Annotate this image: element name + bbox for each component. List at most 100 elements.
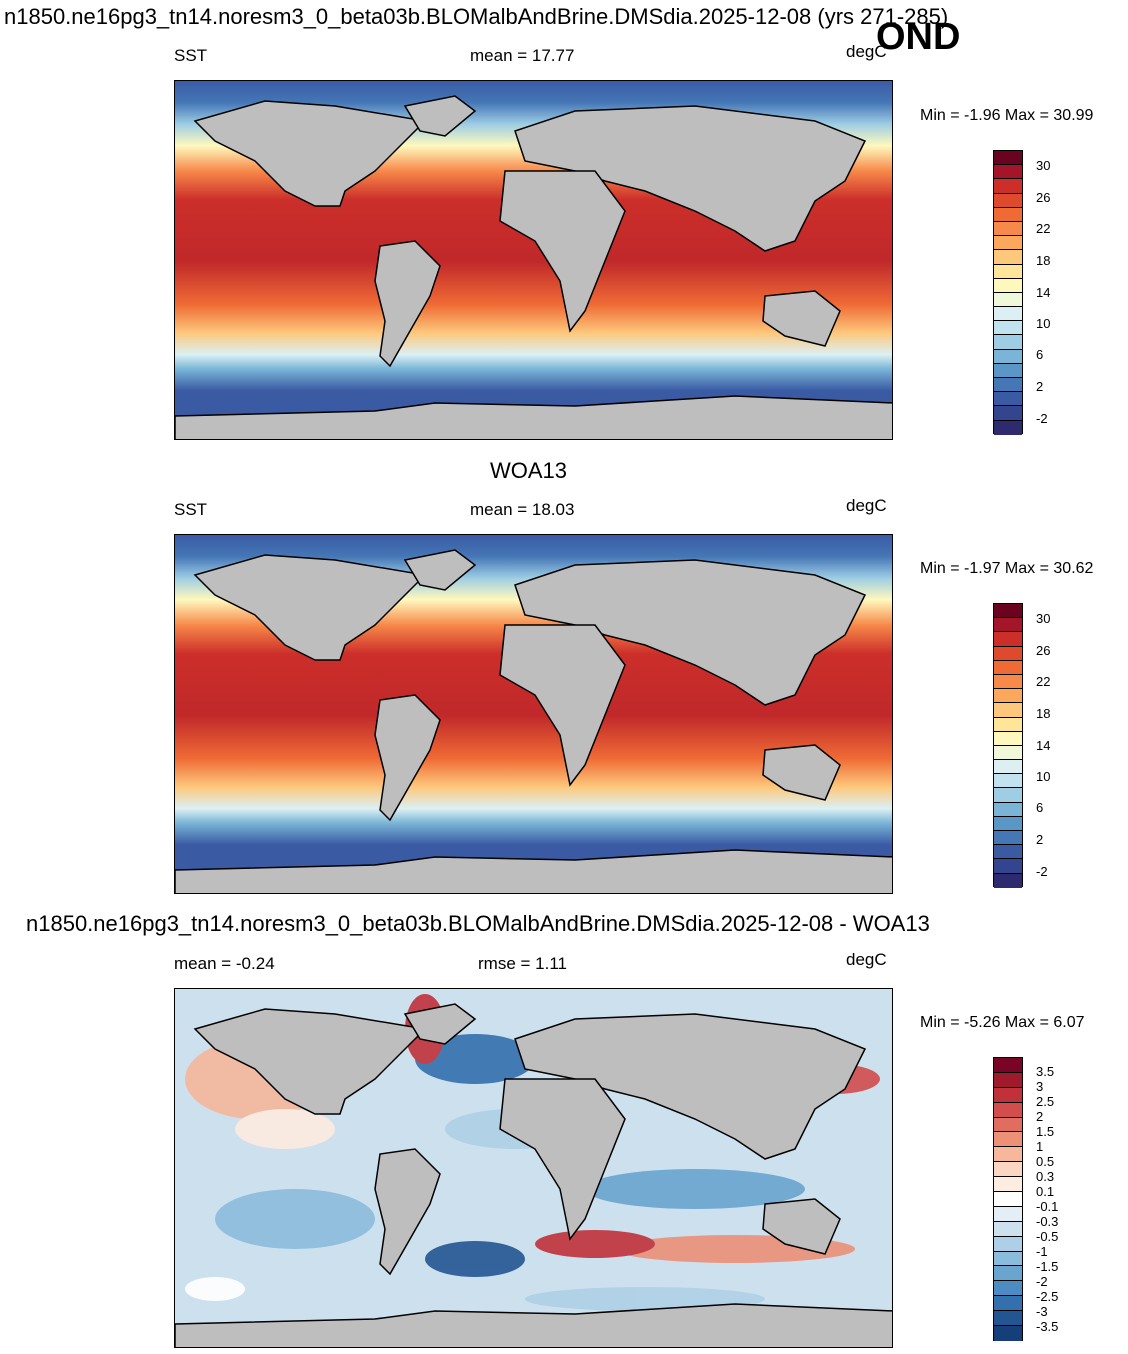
colorbar-bin bbox=[994, 1058, 1022, 1073]
colorbar-tick-label: 0.5 bbox=[1036, 1154, 1055, 1169]
colorbar-bin bbox=[994, 802, 1022, 817]
colorbar-bin bbox=[994, 1266, 1022, 1282]
colorbar-bin bbox=[994, 660, 1022, 675]
colorbar-tick-label: 30 bbox=[1036, 611, 1051, 626]
panel3-mean: mean = -0.24 bbox=[174, 954, 275, 973]
panel1-map bbox=[174, 80, 893, 440]
colorbar-tick-label: -0.3 bbox=[1036, 1214, 1059, 1229]
colorbar-bin bbox=[994, 1147, 1022, 1163]
colorbar-tick-label: 1 bbox=[1036, 1139, 1044, 1154]
colorbar-bin bbox=[994, 717, 1022, 732]
colorbar-bin bbox=[994, 1087, 1022, 1103]
panel2-map bbox=[174, 534, 893, 894]
colorbar-tick-label: 10 bbox=[1036, 316, 1051, 331]
colorbar-bin bbox=[994, 632, 1022, 647]
colorbar-tick-label: -1.5 bbox=[1036, 1259, 1059, 1274]
colorbar-tick-label: 2 bbox=[1036, 379, 1044, 394]
colorbar-tick-label: 6 bbox=[1036, 800, 1044, 815]
colorbar-bin bbox=[994, 1311, 1022, 1327]
panel2-variable: SST bbox=[174, 500, 208, 519]
colorbar-bin bbox=[994, 363, 1022, 378]
colorbar-bin bbox=[994, 406, 1022, 421]
colorbar-bin bbox=[994, 151, 1022, 166]
colorbar-bin bbox=[994, 845, 1022, 860]
colorbar-bin bbox=[994, 236, 1022, 251]
colorbar-bin bbox=[994, 292, 1022, 308]
colorbar-bin bbox=[994, 335, 1022, 350]
colorbar-bin bbox=[994, 1281, 1022, 1297]
colorbar-tick-label: -2 bbox=[1036, 411, 1048, 426]
colorbar-tick-label: -0.1 bbox=[1036, 1199, 1059, 1214]
panel2-heading: WOA13 bbox=[490, 458, 568, 483]
colorbar-bin bbox=[994, 1162, 1022, 1178]
colorbar-bin bbox=[994, 1102, 1022, 1118]
colorbar-bin bbox=[994, 703, 1022, 718]
colorbar-bin bbox=[994, 321, 1022, 336]
colorbar-bin bbox=[994, 221, 1022, 237]
season-label: OND bbox=[876, 16, 961, 58]
colorbar-bin bbox=[994, 207, 1022, 222]
colorbar-tick-label: -3 bbox=[1036, 1304, 1048, 1319]
colorbar-bin bbox=[994, 674, 1022, 690]
colorbar-bin bbox=[994, 760, 1022, 775]
colorbar-bin bbox=[994, 1296, 1022, 1312]
colorbar-tick-label: 3 bbox=[1036, 1079, 1044, 1094]
page-title: n1850.ne16pg3_tn14.noresm3_0_beta03b.BLO… bbox=[4, 4, 949, 29]
colorbar-bin bbox=[994, 1117, 1022, 1133]
colorbar-bin bbox=[994, 193, 1022, 208]
colorbar-tick-label: 30 bbox=[1036, 158, 1051, 173]
panel1-colorbar bbox=[993, 150, 1023, 435]
colorbar-tick-label: 2.5 bbox=[1036, 1094, 1055, 1109]
colorbar-bin bbox=[994, 646, 1022, 661]
panel3-rmse: rmse = 1.11 bbox=[478, 954, 567, 973]
panel2-units: degC bbox=[846, 496, 887, 515]
colorbar-tick-label: 18 bbox=[1036, 706, 1051, 721]
panel1-mean: mean = 17.77 bbox=[470, 46, 575, 65]
colorbar-tick-label: -3.5 bbox=[1036, 1319, 1059, 1334]
colorbar-bin bbox=[994, 873, 1022, 888]
panel2-colorbar bbox=[993, 603, 1023, 888]
colorbar-bin bbox=[994, 420, 1022, 435]
panel3-units: degC bbox=[846, 950, 887, 969]
colorbar-tick-label: 0.1 bbox=[1036, 1184, 1055, 1199]
panel2-mean: mean = 18.03 bbox=[470, 500, 575, 519]
panel1-units: degC bbox=[846, 42, 887, 61]
colorbar-tick-label: -2.5 bbox=[1036, 1289, 1059, 1304]
colorbar-bin bbox=[994, 278, 1022, 293]
colorbar-bin bbox=[994, 250, 1022, 265]
colorbar-tick-label: 22 bbox=[1036, 221, 1051, 236]
colorbar-tick-label: -0.5 bbox=[1036, 1229, 1059, 1244]
colorbar-bin bbox=[994, 831, 1022, 846]
colorbar-bin bbox=[994, 859, 1022, 874]
colorbar-tick-label: -1 bbox=[1036, 1244, 1048, 1259]
colorbar-tick-label: 0.3 bbox=[1036, 1169, 1055, 1184]
colorbar-bin bbox=[994, 165, 1022, 180]
colorbar-tick-label: 18 bbox=[1036, 253, 1051, 268]
panel1-minmax: Min = -1.96 Max = 30.99 bbox=[920, 107, 1094, 124]
colorbar-bin bbox=[994, 774, 1022, 789]
colorbar-bin bbox=[994, 1221, 1022, 1237]
panel3-heading: n1850.ne16pg3_tn14.noresm3_0_beta03b.BLO… bbox=[26, 911, 930, 936]
colorbar-bin bbox=[994, 307, 1022, 322]
colorbar-bin bbox=[994, 689, 1022, 704]
colorbar-bin bbox=[994, 618, 1022, 633]
colorbar-bin bbox=[994, 392, 1022, 407]
colorbar-bin bbox=[994, 1251, 1022, 1267]
colorbar-bin bbox=[994, 1236, 1022, 1252]
colorbar-bin bbox=[994, 179, 1022, 194]
colorbar-tick-label: 3.5 bbox=[1036, 1064, 1055, 1079]
panel3-map bbox=[174, 988, 893, 1348]
panel3-minmax: Min = -5.26 Max = 6.07 bbox=[920, 1014, 1085, 1031]
colorbar-bin bbox=[994, 264, 1022, 279]
colorbar-bin bbox=[994, 1072, 1022, 1088]
colorbar-bin bbox=[994, 788, 1022, 803]
colorbar-tick-label: -2 bbox=[1036, 1274, 1048, 1289]
colorbar-tick-label: 14 bbox=[1036, 285, 1051, 300]
colorbar-bin bbox=[994, 745, 1022, 761]
panel1-variable: SST bbox=[174, 46, 208, 65]
colorbar-tick-label: 1.5 bbox=[1036, 1124, 1055, 1139]
colorbar-tick-label: 10 bbox=[1036, 769, 1051, 784]
colorbar-tick-label: 26 bbox=[1036, 643, 1051, 658]
colorbar-bin bbox=[994, 1326, 1022, 1341]
colorbar-tick-label: 2 bbox=[1036, 1109, 1044, 1124]
